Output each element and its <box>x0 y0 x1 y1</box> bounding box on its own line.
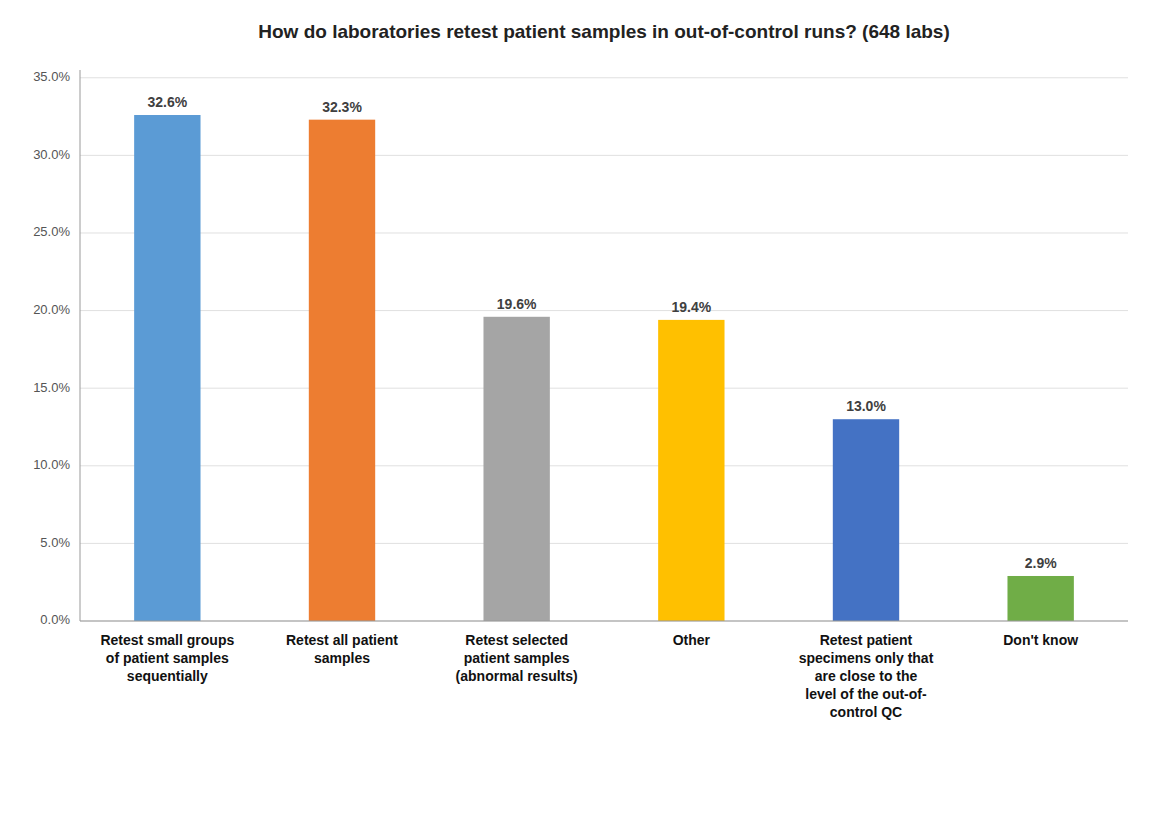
grid-line <box>80 621 1128 622</box>
x-tick-label: Retest patientspecimens only thatare clo… <box>799 632 934 720</box>
bar <box>1007 576 1073 621</box>
x-axis: Retest small groupsof patient samplesseq… <box>100 632 1078 720</box>
x-tick-label: Retest all patientsamples <box>286 632 398 666</box>
x-tick-label: Retest selectedpatient samples(abnormal … <box>456 632 578 684</box>
chart-svg: How do laboratories retest patient sampl… <box>0 0 1158 821</box>
chart-container: How do laboratories retest patient sampl… <box>0 0 1158 821</box>
y-tick-label: 30.0% <box>33 147 70 162</box>
x-axis-line <box>80 621 1128 622</box>
y-tick-label: 10.0% <box>33 457 70 472</box>
y-axis: 0.0% 5.0% 10.0% 15.0% 20.0% 25.0% 30.0% 35.0% <box>33 69 80 627</box>
grid-line <box>80 232 1128 233</box>
y-tick-label: 5.0% <box>40 535 70 550</box>
bar <box>134 115 200 621</box>
y-tick-label: 35.0% <box>33 69 70 84</box>
y-tick-label: 25.0% <box>33 224 70 239</box>
grid-line <box>80 543 1128 544</box>
grid-line <box>80 465 1128 466</box>
bar <box>658 320 724 621</box>
data-label: 19.4% <box>671 299 711 315</box>
x-tick-label: Retest small groupsof patient samplesseq… <box>100 632 234 684</box>
data-label: 19.6% <box>497 296 537 312</box>
bars <box>134 115 1074 621</box>
data-label: 13.0% <box>846 398 886 414</box>
data-label: 2.9% <box>1025 555 1057 571</box>
x-tick-label: Don't know <box>1003 632 1078 648</box>
grid-line <box>80 155 1128 156</box>
x-tick-label: Other <box>673 632 711 648</box>
data-label: 32.3% <box>322 99 362 115</box>
grid-line <box>80 388 1128 389</box>
title: How do laboratories retest patient sampl… <box>258 21 950 42</box>
y-tick-label: 15.0% <box>33 380 70 395</box>
data-labels: 32.6% 32.3% 19.6% 19.4% 13.0% 2.9% <box>147 94 1057 571</box>
grid-line <box>80 77 1128 78</box>
bar <box>833 419 899 621</box>
grid-line <box>80 310 1128 311</box>
bar <box>309 120 375 621</box>
y-tick-label: 20.0% <box>33 302 70 317</box>
grid <box>80 78 1128 621</box>
bar <box>483 317 549 621</box>
y-axis-line <box>80 70 81 621</box>
data-label: 32.6% <box>147 94 187 110</box>
y-tick-label: 0.0% <box>40 612 70 627</box>
